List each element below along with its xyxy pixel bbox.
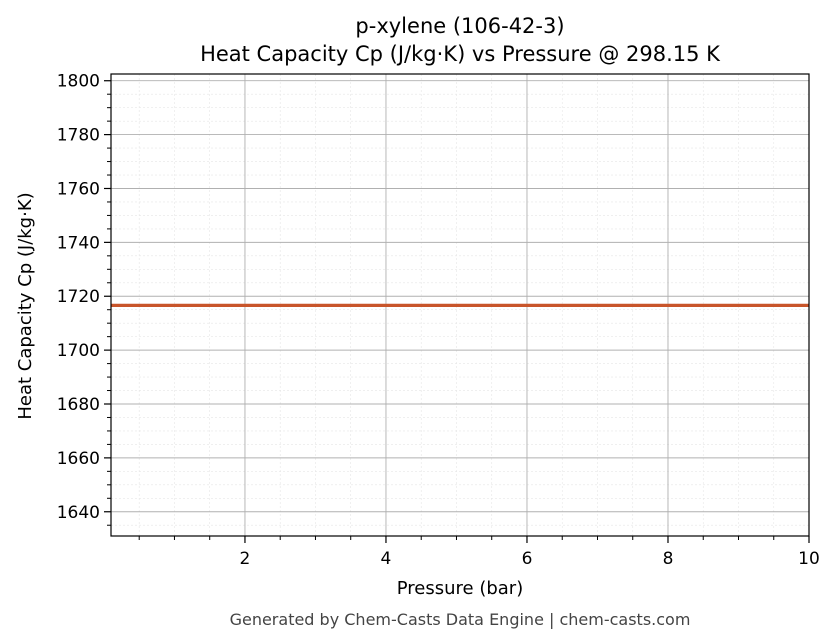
- major-grid: [111, 74, 810, 536]
- plot-frame: [110, 73, 810, 537]
- minor-grid: [111, 74, 809, 536]
- y-tick-label: 1800: [57, 72, 100, 92]
- y-tick-label: 1640: [57, 503, 100, 523]
- x-tick-label: 10: [798, 549, 820, 569]
- x-axis-label: Pressure (bar): [397, 578, 523, 599]
- footer-credit: Generated by Chem-Casts Data Engine | ch…: [230, 610, 691, 629]
- chart-subtitle: Heat Capacity Cp (J/kg·K) vs Pressure @ …: [200, 42, 721, 66]
- y-tick-label: 1700: [57, 341, 100, 361]
- y-tick-label: 1680: [57, 395, 100, 415]
- y-tick-label: 1780: [57, 126, 100, 146]
- x-tick-label: 4: [381, 549, 392, 569]
- x-tick-label: 6: [522, 549, 533, 569]
- y-tick-label: 1720: [57, 287, 100, 307]
- y-axis-label: Heat Capacity Cp (J/kg·K): [15, 192, 36, 419]
- y-tick-label: 1740: [57, 233, 100, 253]
- chart-title: p-xylene (106-42-3): [355, 14, 564, 38]
- x-tick-label: 8: [663, 549, 674, 569]
- y-tick-label: 1660: [57, 449, 100, 469]
- y-tick-label: 1760: [57, 179, 100, 199]
- axis-ticks: 2 4 6 8 10 1640 1660 1680 1700 1720 1740 1760 1780 18…: [57, 72, 820, 569]
- x-tick-label: 2: [240, 549, 251, 569]
